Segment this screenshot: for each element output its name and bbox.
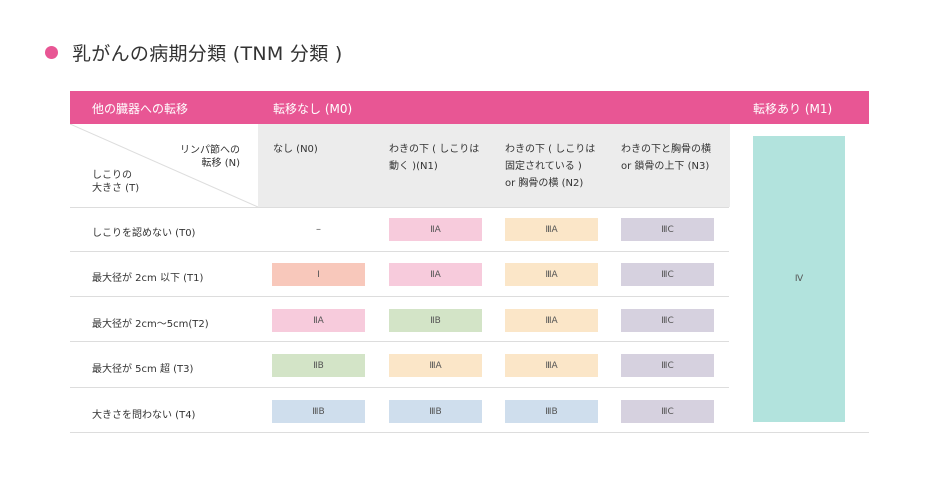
stage-cell: ⅡB — [272, 354, 365, 377]
stage-cell: ⅡA — [389, 218, 482, 241]
stage-cell: ⅢC — [621, 263, 714, 286]
row-divider — [70, 387, 729, 388]
column-header-n0: なし (N0) — [273, 141, 318, 158]
column-header-line: 固定されている ) — [505, 161, 582, 172]
column-header-n1: わきの下 ( しこりは 動く )(N1) — [389, 141, 479, 175]
stage-cell: ⅢA — [505, 263, 598, 286]
column-header-background — [258, 124, 730, 207]
stage-cell: ⅢC — [621, 400, 714, 423]
row-label-t4: 大きさを問わない (T4) — [92, 410, 196, 421]
corner-tumor-line1: しこりの — [92, 170, 132, 181]
stage-cell: ⅡA — [389, 263, 482, 286]
column-header-line: わきの下 ( しこりは — [505, 144, 596, 155]
stage-iv-cell: Ⅳ — [753, 136, 845, 422]
row-label-t0: しこりを認めない (T0) — [92, 228, 196, 239]
title-bullet-icon — [45, 46, 58, 59]
corner-lymph-line2: 転移 (N) — [201, 158, 240, 169]
column-header-line: なし (N0) — [273, 144, 318, 155]
column-header-line: わきの下 ( しこりは — [389, 144, 480, 155]
page-title: 乳がんの病期分類 (TNM 分類 ) — [72, 43, 343, 65]
row-divider — [70, 251, 729, 252]
corner-tumor-label: しこりの 大きさ (T) — [92, 169, 139, 195]
column-header-line: or 鎖骨の上下 (N3) — [621, 161, 710, 172]
stage-cell: ⅢB — [505, 400, 598, 423]
stage-cell: ⅡA — [272, 309, 365, 332]
stage-cell-none: – — [316, 224, 321, 235]
row-divider — [70, 341, 729, 342]
stage-cell: ⅢA — [505, 218, 598, 241]
table-header-bar — [70, 91, 869, 124]
header-m0: 転移なし (M0) — [273, 102, 353, 116]
column-header-n3: わきの下と胸骨の横 or 鎖骨の上下 (N3) — [621, 141, 711, 175]
corner-lymph-line1: リンパ節への — [180, 145, 240, 156]
stage-cell: ⅢA — [505, 354, 598, 377]
stage-cell: ⅢB — [389, 400, 482, 423]
row-label-t3: 最大径が 5cm 超 (T3) — [92, 364, 194, 375]
stage-cell: ⅢC — [621, 354, 714, 377]
stage-cell: ⅡB — [389, 309, 482, 332]
column-header-line: or 胸骨の横 (N2) — [505, 178, 584, 189]
row-label-t2: 最大径が 2cm〜5cm(T2) — [92, 319, 209, 330]
row-label-t1: 最大径が 2cm 以下 (T1) — [92, 273, 204, 284]
stage-cell: ⅢC — [621, 218, 714, 241]
stage-cell: ⅢC — [621, 309, 714, 332]
table-bottom-border — [70, 432, 869, 433]
corner-tumor-line2: 大きさ (T) — [92, 183, 140, 194]
column-header-line: 動く )(N1) — [389, 161, 438, 172]
column-header-line: わきの下と胸骨の横 — [621, 144, 711, 155]
row-divider — [70, 207, 729, 208]
stage-cell: Ⅰ — [272, 263, 365, 286]
row-divider — [70, 296, 729, 297]
corner-lymph-label: リンパ節への 転移 (N) — [170, 144, 240, 170]
corner-diagonal — [70, 124, 258, 207]
stage-cell: ⅢA — [389, 354, 482, 377]
stage-cell: ⅢA — [505, 309, 598, 332]
column-header-n2: わきの下 ( しこりは 固定されている ) or 胸骨の横 (N2) — [505, 141, 595, 192]
header-m1: 転移あり (M1) — [753, 102, 833, 116]
stage-cell: ⅢB — [272, 400, 365, 423]
header-distant-metastasis: 他の臓器への転移 — [92, 102, 189, 116]
